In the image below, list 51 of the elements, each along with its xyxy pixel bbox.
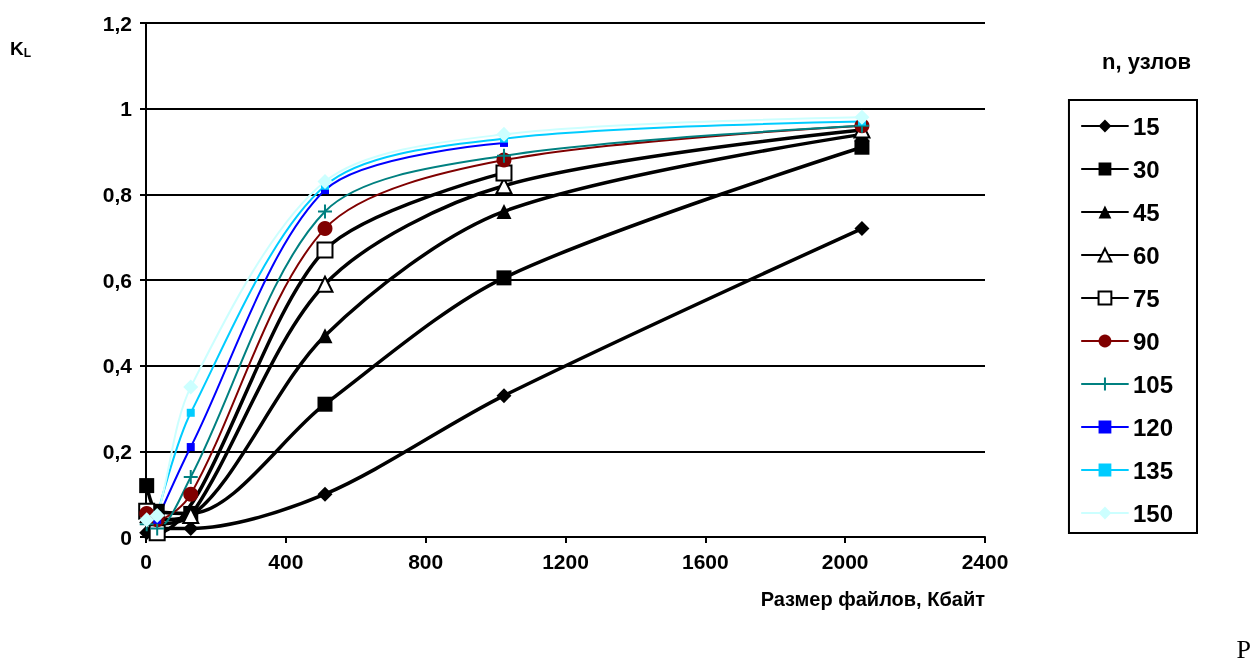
- y-tick-label: 1,2: [102, 11, 132, 35]
- legend-label: 30: [1132, 155, 1160, 183]
- x-tick-label: 1600: [681, 550, 729, 573]
- point: [854, 109, 870, 125]
- legend-label: 45: [1132, 198, 1160, 226]
- x-tick-label: 400: [268, 550, 304, 573]
- point: [139, 478, 155, 494]
- x-tick-label: 0: [140, 550, 152, 573]
- x-tick-label: 800: [408, 550, 444, 573]
- legend-label: 135: [1132, 456, 1173, 484]
- point: [495, 147, 512, 164]
- legend-label: 105: [1132, 370, 1173, 398]
- point: [316, 275, 334, 293]
- point: [317, 396, 333, 412]
- legend-title: n, узлов: [1102, 48, 1191, 74]
- point: [183, 379, 199, 395]
- point: [496, 388, 512, 404]
- legend-label: 75: [1132, 284, 1160, 312]
- point: [496, 126, 512, 142]
- x-tick-label: 2400: [961, 550, 1009, 573]
- point: [496, 270, 512, 286]
- point: [183, 486, 199, 502]
- point: [182, 469, 199, 486]
- legend-label: 15: [1132, 112, 1160, 140]
- y-tick-label: 0,2: [102, 439, 132, 463]
- y-tick-label: 0,6: [102, 268, 132, 292]
- point: [139, 512, 155, 528]
- y-tick-label: 1: [120, 97, 133, 121]
- point: [186, 408, 195, 417]
- point: [317, 486, 333, 502]
- y-tick-label: 0,8: [102, 182, 133, 206]
- point: [316, 203, 333, 220]
- text: Р: [1236, 634, 1251, 664]
- legend-label: 60: [1132, 241, 1160, 269]
- point: [149, 508, 165, 524]
- point: [317, 328, 333, 344]
- point: [317, 173, 333, 189]
- legend-label: 120: [1132, 413, 1173, 441]
- point: [854, 221, 870, 237]
- point: [496, 203, 512, 219]
- x-axis-title: Размер файлов, Кбайт: [760, 588, 986, 610]
- legend-label: 150: [1132, 499, 1173, 527]
- point: [186, 443, 195, 452]
- point: [495, 164, 513, 182]
- y-tick-label: 0,4: [102, 354, 133, 378]
- point: [316, 241, 334, 259]
- legend-label: 90: [1132, 327, 1160, 355]
- point: [317, 221, 333, 237]
- x-tick-label: 1200: [542, 550, 589, 573]
- x-tick-label: 2000: [821, 550, 869, 573]
- y-tick-label: 0: [120, 525, 132, 549]
